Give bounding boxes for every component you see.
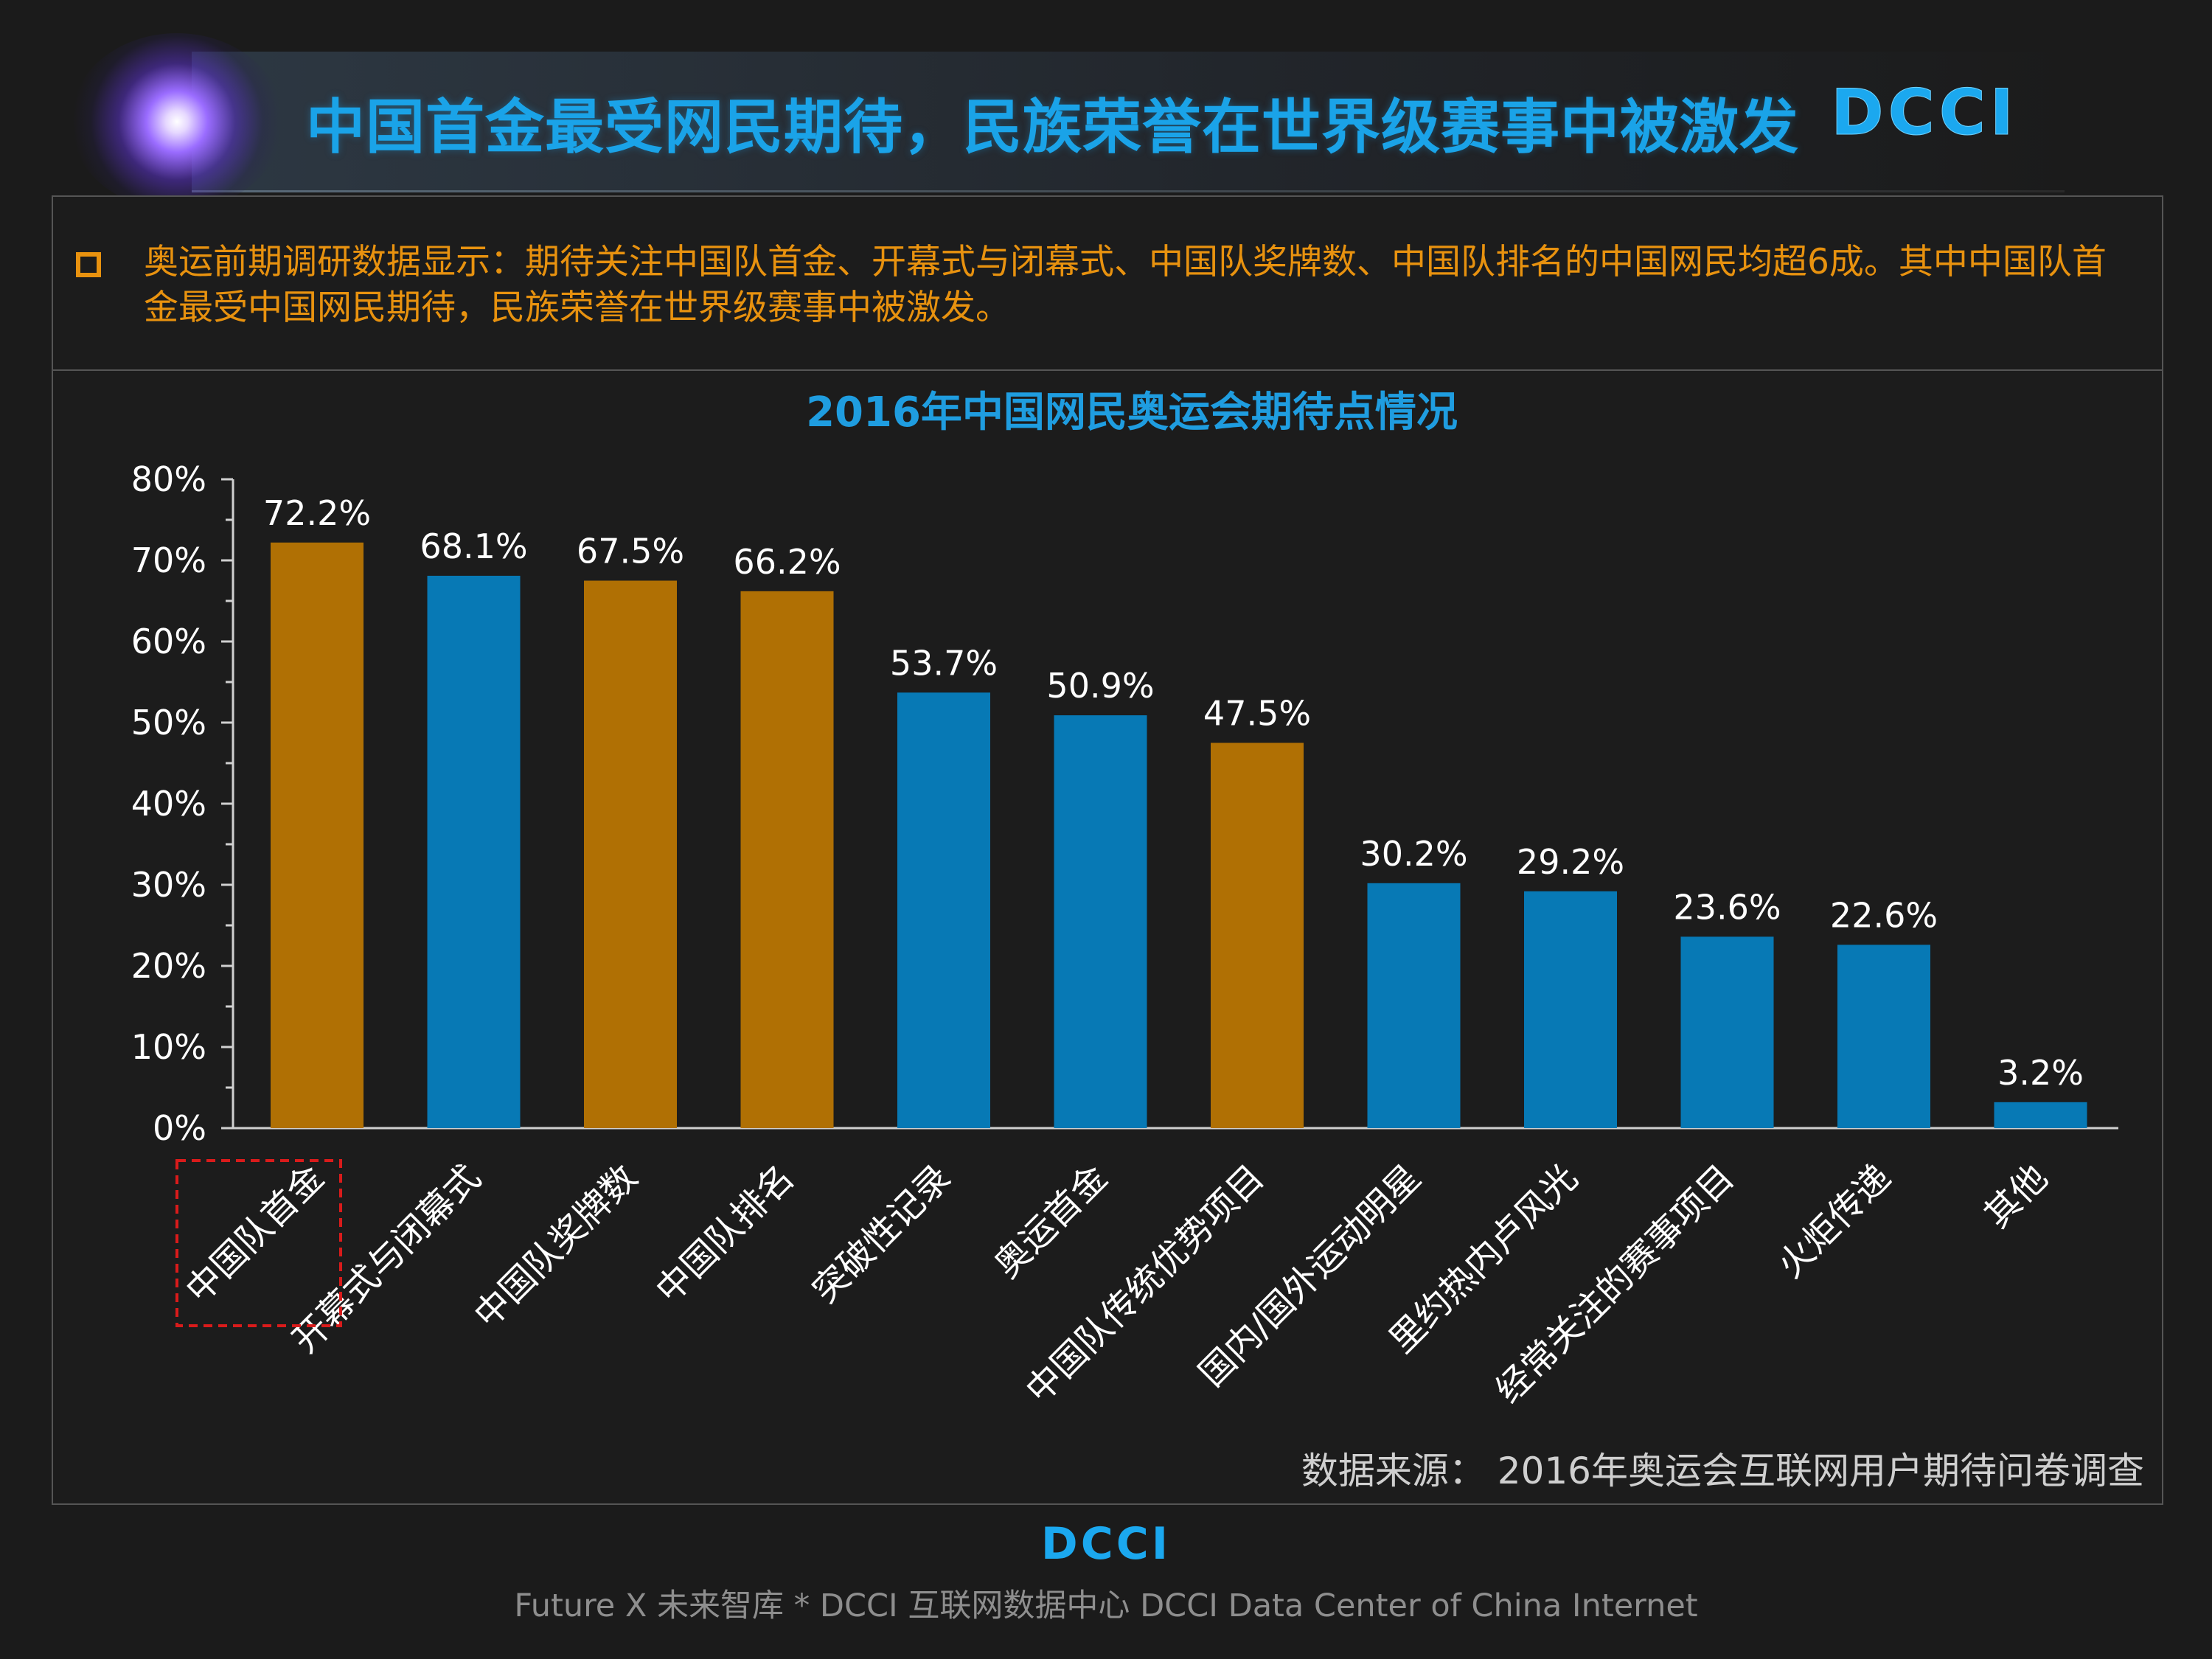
y-tick-label: 50%	[131, 703, 206, 742]
bar	[1211, 742, 1304, 1128]
bar-value-label: 23.6%	[1673, 887, 1781, 927]
bar-value-label: 30.2%	[1360, 834, 1467, 874]
bar	[740, 591, 834, 1128]
bar-value-label: 22.6%	[1830, 895, 1938, 935]
x-tick-label: 奥运首金	[987, 1157, 1116, 1286]
summary-panel	[52, 195, 2163, 372]
bar-value-label: 66.2%	[733, 542, 841, 582]
y-tick-label: 30%	[131, 865, 206, 905]
y-tick-label: 20%	[131, 946, 206, 986]
x-tick-label: 中国队奖牌数	[466, 1157, 645, 1336]
x-tick-label: 中国队首金	[178, 1157, 332, 1311]
highlight-box	[175, 1159, 342, 1327]
dcci-logo-text: DCCI	[1831, 81, 2018, 147]
bar-value-label: 72.2%	[263, 493, 371, 533]
bar-value-label: 67.5%	[577, 532, 684, 571]
bar	[427, 575, 521, 1128]
bar-value-label: 53.7%	[890, 643, 998, 683]
y-tick-label: 10%	[131, 1027, 206, 1067]
bar	[1837, 945, 1930, 1128]
data-source-note: 数据来源： 2016年奥运会互联网用户期待问卷调查	[1301, 1450, 2144, 1492]
bar	[271, 542, 364, 1128]
x-tick-label: 突破性记录	[804, 1157, 959, 1311]
header-band	[192, 52, 2065, 192]
bar	[1680, 936, 1774, 1128]
bar-value-label: 29.2%	[1517, 842, 1624, 882]
y-tick-label: 70%	[131, 540, 206, 580]
bar	[1994, 1102, 2087, 1128]
page-title: 中国首金最受网民期待，民族荣誉在世界级赛事中被激发	[306, 93, 1799, 161]
summary-text: 奥运前期调研数据显示：期待关注中国队首金、开幕式与闭幕式、中国队奖牌数、中国队排…	[144, 242, 2107, 328]
y-tick-label: 60%	[131, 622, 206, 661]
header-divider	[192, 190, 2065, 192]
x-tick-label: 火炬传递	[1770, 1157, 1899, 1286]
y-tick-label: 0%	[153, 1108, 206, 1148]
starburst-logo-icon	[70, 33, 284, 210]
bar-value-label: 3.2%	[1997, 1053, 2084, 1093]
dcci-logo-top: DCCI	[1831, 81, 2018, 147]
y-tick-label: 40%	[131, 784, 206, 824]
footer-text: Future X 未来智库 * DCCI 互联网数据中心 DCCI Data C…	[514, 1587, 1698, 1624]
square-bullet-icon	[76, 252, 101, 277]
bar	[1367, 883, 1461, 1128]
y-tick-label: 80%	[131, 459, 206, 499]
bar	[584, 580, 677, 1128]
bar	[1054, 715, 1147, 1128]
bar-chart: 0% 10% 20% 30% 40% 50% 60% 70% 80% 72.2% 中国队首金 68.1…	[131, 459, 2118, 1411]
bar	[1524, 891, 1617, 1128]
bar-value-label: 47.5%	[1203, 694, 1311, 734]
bar	[897, 692, 990, 1128]
dcci-logo-bottom: DCCI	[1041, 1525, 1171, 1563]
bar-value-label: 68.1%	[420, 526, 527, 566]
chart-title: 2016年中国网民奥运会期待点情况	[806, 389, 1458, 437]
x-tick-label: 中国队排名	[648, 1157, 802, 1311]
bar-value-label: 50.9%	[1046, 666, 1154, 706]
dcci-logo-bottom-text: DCCI	[1041, 1525, 1171, 1563]
x-tick-label: 其他	[1976, 1157, 2055, 1236]
